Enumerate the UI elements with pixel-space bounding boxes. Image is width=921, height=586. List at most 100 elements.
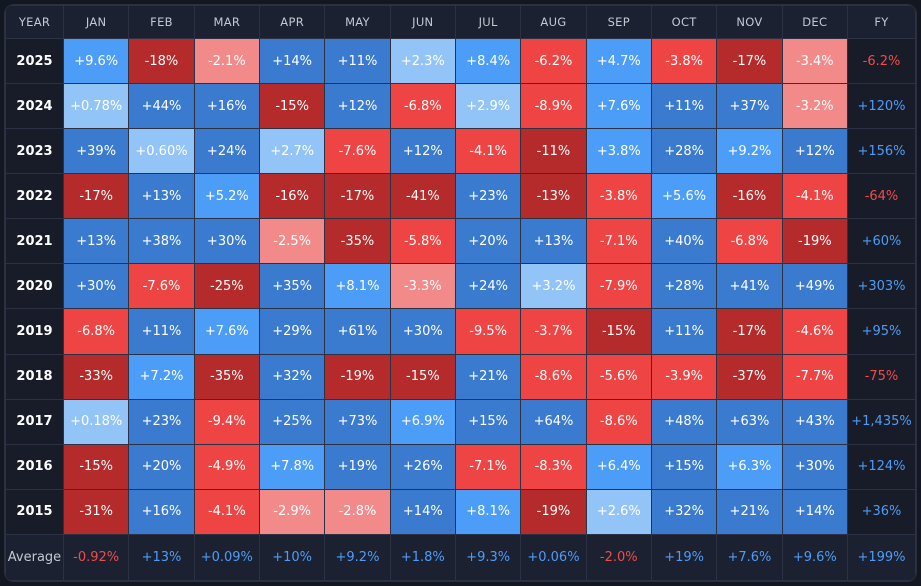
column-header-jan: JAN bbox=[62, 5, 130, 39]
return-cell: +3.8% bbox=[585, 128, 652, 175]
return-cell: -15% bbox=[389, 353, 456, 400]
return-cell: -15% bbox=[62, 443, 130, 490]
table-row: 2022 -17% +13% +5.2% -16% -17% -41% +23% -13% -3.… bbox=[5, 173, 916, 220]
return-cell: +9.6% bbox=[62, 37, 130, 85]
return-cell: -18% bbox=[128, 37, 195, 85]
return-cell: -8.6% bbox=[585, 398, 652, 445]
year-cell: 2020 bbox=[5, 263, 64, 310]
average-cell: +10% bbox=[258, 533, 326, 581]
return-cell: +20% bbox=[128, 443, 195, 490]
return-cell: +7.6% bbox=[585, 83, 652, 130]
return-cell: +3.2% bbox=[520, 263, 587, 310]
year-cell: 2022 bbox=[5, 173, 64, 220]
year-cell: 2024 bbox=[5, 83, 64, 130]
return-cell: -35% bbox=[193, 353, 260, 400]
table-row: 2020 +30% -7.6% -25% +35% +8.1% -3.3% +24% +3.2%… bbox=[5, 263, 916, 310]
return-cell: +11% bbox=[650, 83, 718, 130]
return-cell: +11% bbox=[324, 37, 391, 85]
return-cell: -6.8% bbox=[62, 308, 130, 355]
return-cell: -33% bbox=[62, 353, 130, 400]
return-cell: +4.7% bbox=[585, 37, 652, 85]
return-cell: +19% bbox=[324, 443, 391, 490]
return-cell: -3.8% bbox=[650, 37, 718, 85]
returns-table: YEAR JAN FEB MAR APR MAY JUN JUL AUG SEP OCT NOV DEC… bbox=[5, 5, 916, 581]
return-cell: -7.1% bbox=[454, 443, 522, 490]
return-cell: +30% bbox=[389, 308, 456, 355]
return-cell: +30% bbox=[781, 443, 849, 490]
return-cell: +11% bbox=[650, 308, 718, 355]
average-cell: +19% bbox=[650, 533, 718, 581]
return-cell: +21% bbox=[454, 353, 522, 400]
table-row: 2021 +13% +38% +30% -2.5% -35% -5.8% +20% +13% -7… bbox=[5, 218, 916, 265]
column-header-mar: MAR bbox=[193, 5, 260, 39]
return-cell: -3.8% bbox=[585, 173, 652, 220]
return-cell: -16% bbox=[716, 173, 783, 220]
return-cell: +21% bbox=[716, 488, 783, 535]
return-cell: +0.60% bbox=[128, 128, 195, 175]
return-cell: +49% bbox=[781, 263, 849, 310]
fy-cell: +120% bbox=[847, 83, 916, 130]
return-cell: -37% bbox=[716, 353, 783, 400]
return-cell: +8.1% bbox=[324, 263, 391, 310]
header-row: YEAR JAN FEB MAR APR MAY JUN JUL AUG SEP OCT NOV DEC… bbox=[5, 5, 916, 39]
return-cell: +20% bbox=[454, 218, 522, 265]
return-cell: +15% bbox=[454, 398, 522, 445]
return-cell: +73% bbox=[324, 398, 391, 445]
return-cell: +25% bbox=[258, 398, 326, 445]
return-cell: -15% bbox=[258, 83, 326, 130]
average-cell: +7.6% bbox=[716, 533, 783, 581]
return-cell: -7.1% bbox=[585, 218, 652, 265]
return-cell: +28% bbox=[650, 128, 718, 175]
return-cell: -8.6% bbox=[520, 353, 587, 400]
return-cell: +26% bbox=[389, 443, 456, 490]
return-cell: -7.9% bbox=[585, 263, 652, 310]
return-cell: +15% bbox=[650, 443, 718, 490]
return-cell: -19% bbox=[781, 218, 849, 265]
return-cell: -35% bbox=[324, 218, 391, 265]
year-cell: 2017 bbox=[5, 398, 64, 445]
table-row: 2024 +0.78% +44% +16% -15% +12% -6.8% +2.9% -8.9… bbox=[5, 83, 916, 130]
table-row: 2016 -15% +20% -4.9% +7.8% +19% +26% -7.1% -8.3%… bbox=[5, 443, 916, 490]
fy-cell: +36% bbox=[847, 488, 916, 535]
return-cell: +0.18% bbox=[62, 398, 130, 445]
return-cell: -3.3% bbox=[389, 263, 456, 310]
return-cell: +30% bbox=[193, 218, 260, 265]
average-cell: -0.92% bbox=[62, 533, 130, 581]
column-header-may: MAY bbox=[324, 5, 391, 39]
return-cell: +6.4% bbox=[585, 443, 652, 490]
column-header-sep: SEP bbox=[585, 5, 652, 39]
column-header-aug: AUG bbox=[520, 5, 587, 39]
return-cell: +8.4% bbox=[454, 37, 522, 85]
returns-heatmap: YEAR JAN FEB MAR APR MAY JUN JUL AUG SEP OCT NOV DEC… bbox=[4, 4, 917, 582]
year-cell: 2023 bbox=[5, 128, 64, 175]
return-cell: -3.2% bbox=[781, 83, 849, 130]
year-cell: 2016 bbox=[5, 443, 64, 490]
return-cell: -8.3% bbox=[520, 443, 587, 490]
average-row: Average -0.92% +13% +0.09% +10% +9.2% +1.8% +9.… bbox=[5, 533, 916, 581]
return-cell: -3.7% bbox=[520, 308, 587, 355]
return-cell: -4.9% bbox=[193, 443, 260, 490]
return-cell: +12% bbox=[324, 83, 391, 130]
return-cell: +28% bbox=[650, 263, 718, 310]
fy-cell: +124% bbox=[847, 443, 916, 490]
return-cell: +14% bbox=[258, 37, 326, 85]
return-cell: -11% bbox=[520, 128, 587, 175]
return-cell: +2.6% bbox=[585, 488, 652, 535]
return-cell: +44% bbox=[128, 83, 195, 130]
return-cell: +2.9% bbox=[454, 83, 522, 130]
return-cell: -25% bbox=[193, 263, 260, 310]
return-cell: +38% bbox=[128, 218, 195, 265]
table-row: 2015 -31% +16% -4.1% -2.9% -2.8% +14% +8.1% -19%… bbox=[5, 488, 916, 535]
fy-cell: -75% bbox=[847, 353, 916, 400]
return-cell: -4.1% bbox=[454, 128, 522, 175]
fy-cell: +60% bbox=[847, 218, 916, 265]
fy-cell: +156% bbox=[847, 128, 916, 175]
return-cell: +11% bbox=[128, 308, 195, 355]
return-cell: -5.6% bbox=[585, 353, 652, 400]
average-cell: +1.8% bbox=[389, 533, 456, 581]
return-cell: -2.5% bbox=[258, 218, 326, 265]
table-row: 2018 -33% +7.2% -35% +32% -19% -15% +21% -8.6% -5… bbox=[5, 353, 916, 400]
return-cell: -5.8% bbox=[389, 218, 456, 265]
fy-cell: -6.2% bbox=[847, 37, 916, 85]
return-cell: +16% bbox=[128, 488, 195, 535]
